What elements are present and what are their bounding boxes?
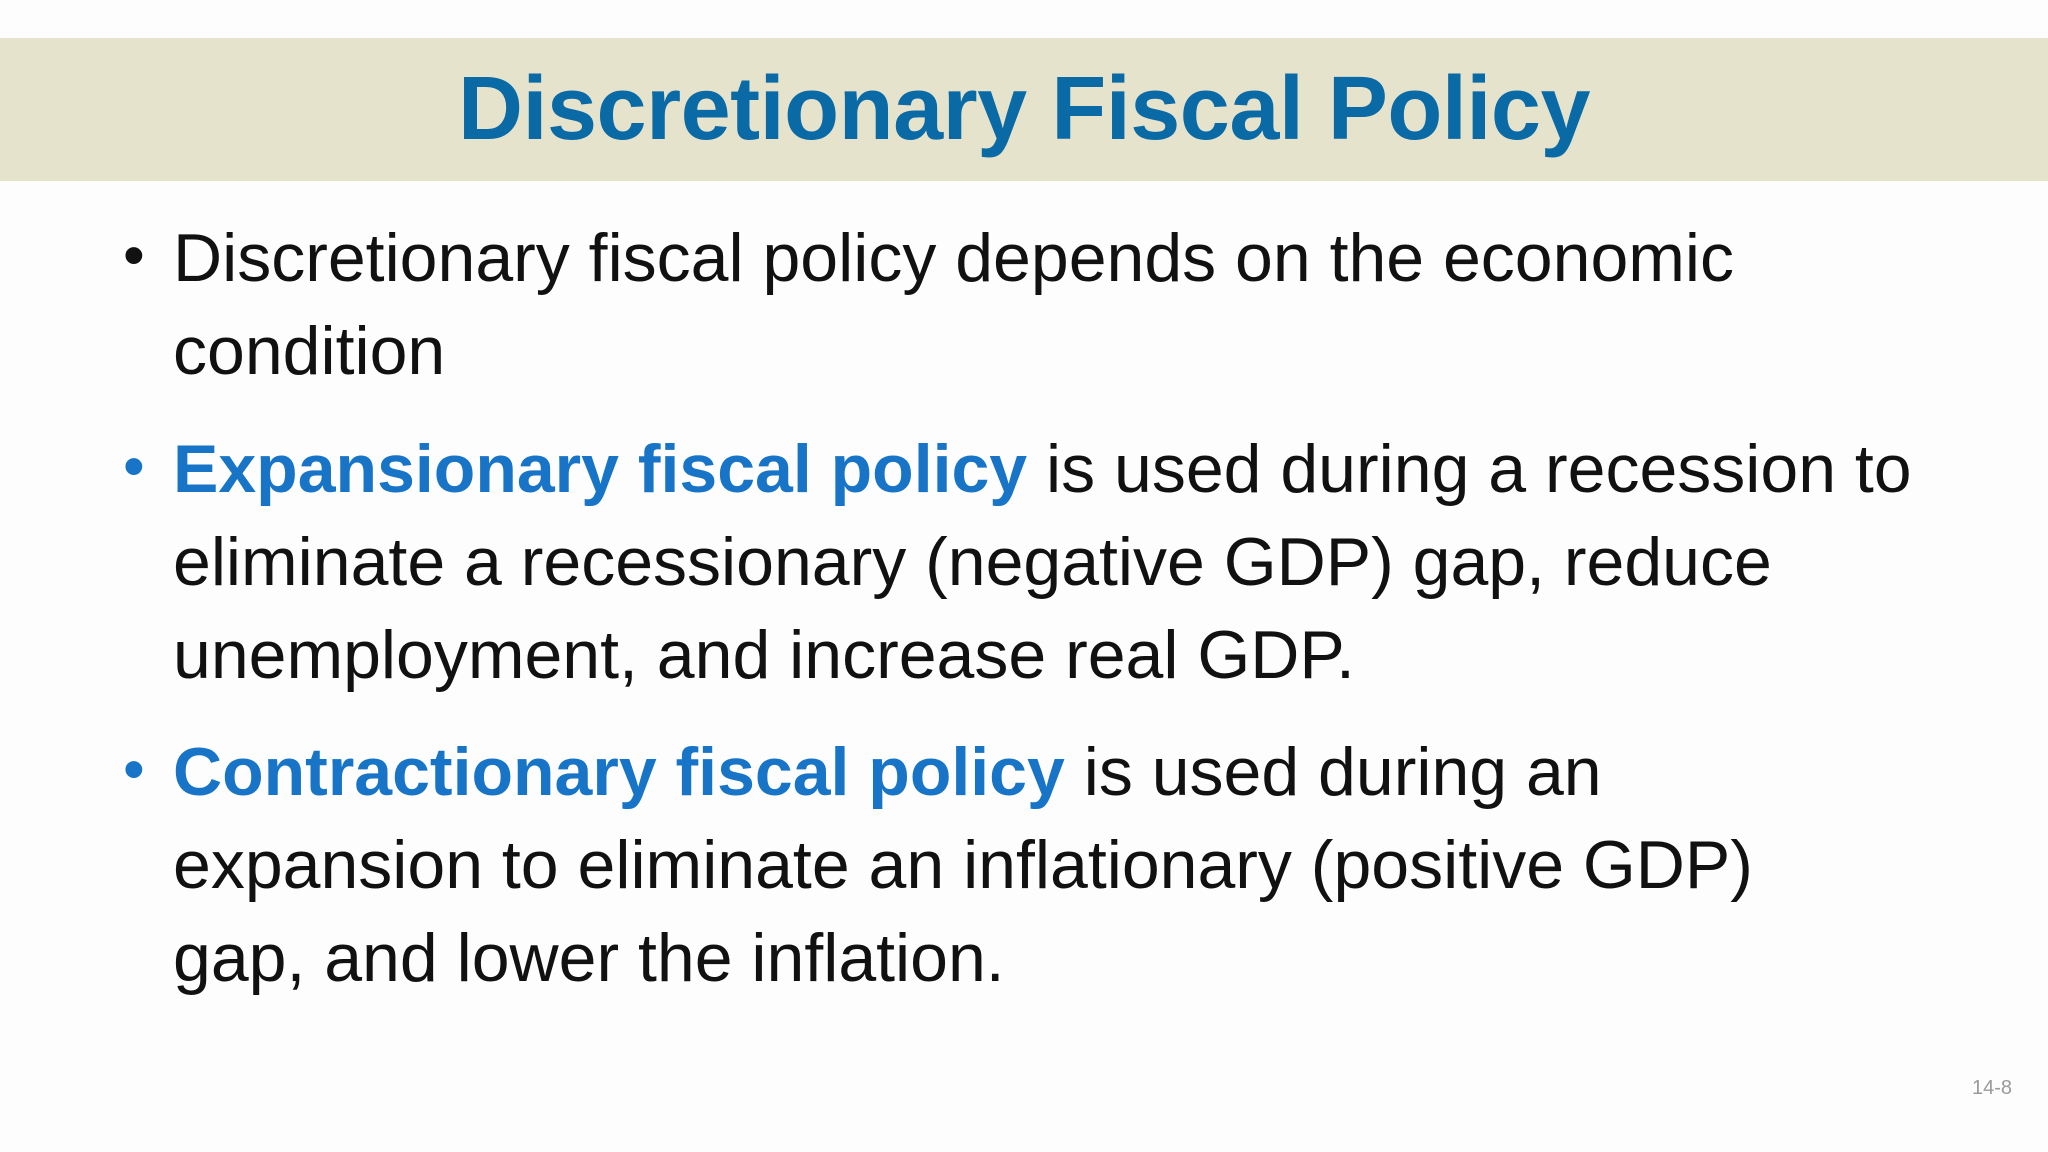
bullet-dot: •: [123, 432, 145, 501]
bullet-dot: •: [123, 221, 145, 290]
slide-title: Discretionary Fiscal Policy: [457, 59, 1591, 159]
bullet-3-line-1-text: is used during an: [1064, 734, 1602, 810]
bullet-2-line-2: eliminate a recessionary (negative GDP) …: [173, 524, 1772, 600]
bullet-2-line-3: unemployment, and increase real GDP.: [173, 617, 1355, 693]
bullet-3-line-2: expansion to eliminate an inflationary (…: [173, 827, 1753, 903]
title-band: Discretionary Fiscal Policy: [0, 38, 2048, 181]
bullet-2-line-1-text: is used during a recession to: [1027, 431, 1912, 507]
bullet-dot: •: [123, 735, 145, 804]
bullet-3-line-1: Contractionary fiscal policy is used dur…: [173, 732, 1602, 812]
page-number: 14-8: [1971, 1077, 2012, 1099]
bullet-2-line-1: Expansionary fiscal policy is used durin…: [173, 429, 1912, 509]
bullet-1-line-1: Discretionary fiscal policy depends on t…: [173, 220, 1735, 296]
term-expansionary: Expansionary fiscal policy: [173, 431, 1028, 507]
term-contractionary: Contractionary fiscal policy: [173, 734, 1065, 810]
bullet-3-line-3: gap, and lower the inflation.: [173, 920, 1005, 996]
bullet-1-line-2: condition: [173, 313, 446, 389]
